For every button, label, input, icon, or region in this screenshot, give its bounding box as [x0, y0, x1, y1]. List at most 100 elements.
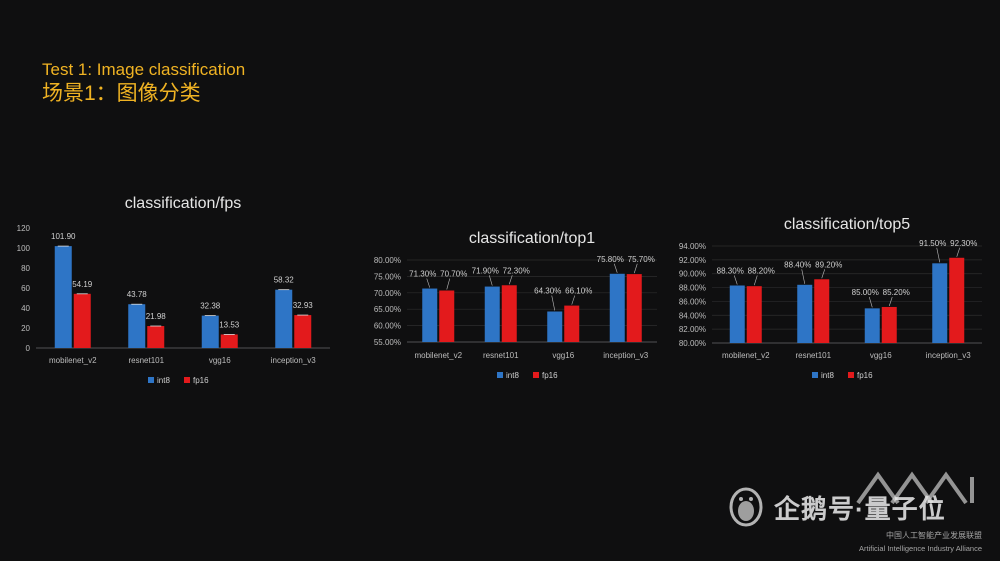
y-tick-label: 80: [21, 264, 30, 273]
y-tick-label: 120: [17, 224, 31, 233]
bar-fp16: [564, 305, 580, 342]
legend-label-int8: int8: [821, 371, 834, 380]
category-label: inception_v3: [926, 351, 971, 360]
data-label: 85.20%: [883, 288, 910, 297]
bar-int8: [484, 286, 500, 342]
legend-swatch-fp16: [848, 372, 854, 378]
label-leader: [733, 275, 738, 285]
data-label: 43.78: [127, 290, 148, 299]
category-label: mobilenet_v2: [49, 356, 97, 365]
aiia-logo-icon: [856, 471, 974, 505]
bar-int8: [864, 308, 880, 343]
data-label: 85.00%: [852, 288, 879, 297]
bar-fp16: [814, 279, 830, 343]
category-label: inception_v3: [271, 356, 316, 365]
bar-fp16: [881, 306, 897, 343]
chart-fps: classification/fps 0 20 40 60 80 100 120 mobilen…: [0, 188, 340, 398]
legend-swatch-fp16: [533, 372, 539, 378]
data-label: 71.30%: [409, 270, 436, 279]
bar-int8: [932, 263, 948, 343]
data-label: 75.70%: [628, 255, 655, 264]
label-leader: [508, 275, 513, 285]
bar-fp16: [439, 290, 455, 342]
y-tick-label: 60.00%: [374, 322, 401, 331]
watermark-brand: 企鹅号·量子位: [774, 494, 946, 524]
data-label: 75.80%: [597, 255, 624, 264]
legend-label-int8: int8: [157, 376, 170, 385]
penguin-logo-icon: [729, 487, 763, 527]
data-label: 91.50%: [919, 239, 946, 248]
category-label: mobilenet_v2: [722, 351, 770, 360]
data-label: 101.90: [51, 232, 76, 241]
label-leader: [888, 296, 893, 307]
legend-swatch-int8: [812, 372, 818, 378]
data-label: 32.93: [293, 301, 314, 310]
data-label: 92.30%: [950, 239, 977, 248]
y-tick-label: 60: [21, 284, 30, 293]
y-tick-label: 86.00%: [679, 297, 706, 306]
label-leader: [936, 247, 941, 263]
label-leader: [801, 269, 806, 284]
y-tick-label: 0: [26, 344, 31, 353]
category-label: resnet101: [483, 351, 519, 360]
data-label: 71.90%: [472, 266, 499, 275]
slide-title: Test 1: Image classification 场景1：图像分类: [42, 60, 245, 107]
label-leader: [956, 247, 961, 257]
data-label: 72.30%: [503, 266, 530, 275]
slide-title-en: Test 1: Image classification: [42, 60, 246, 79]
bar-int8: [797, 284, 813, 343]
data-label: 54.19: [72, 280, 93, 289]
bar-fp16: [949, 257, 965, 343]
bar-int8: [201, 315, 219, 348]
legend-swatch-int8: [497, 372, 503, 378]
data-label: 89.20%: [815, 260, 842, 269]
category-label: vgg16: [552, 351, 574, 360]
label-leader: [571, 295, 576, 305]
label-leader: [753, 275, 758, 286]
data-label: 58.32: [274, 276, 295, 285]
bar-fp16: [501, 285, 517, 342]
bar-int8: [609, 273, 625, 342]
chart-title: classification/fps: [125, 195, 242, 212]
y-tick-label: 90.00%: [679, 270, 706, 279]
data-label: 88.20%: [748, 266, 775, 275]
data-label: 70.70%: [440, 270, 467, 279]
y-tick-label: 20: [21, 324, 30, 333]
chart-svg: classification/top1 55.00% 60.00% 65.00% 70.…: [374, 230, 657, 380]
category-label: inception_v3: [603, 351, 648, 360]
y-tick-label: 100: [17, 244, 31, 253]
category-label: mobilenet_v2: [414, 351, 462, 360]
y-tick-label: 94.00%: [679, 242, 706, 251]
bar-int8: [547, 311, 563, 342]
label-leader: [633, 263, 638, 274]
bar-fp16: [220, 334, 238, 348]
y-tick-label: 80.00%: [679, 339, 706, 348]
data-label: 21.98: [146, 312, 167, 321]
legend-label-fp16: fp16: [542, 371, 558, 380]
y-tick-label: 92.00%: [679, 256, 706, 265]
label-leader: [551, 295, 556, 311]
bar-int8: [275, 289, 293, 348]
y-tick-label: 75.00%: [374, 272, 401, 281]
legend-swatch-fp16: [184, 377, 190, 383]
category-label: resnet101: [128, 356, 164, 365]
data-label: 64.30%: [534, 287, 561, 296]
bar-fp16: [746, 286, 762, 343]
y-tick-label: 82.00%: [679, 325, 706, 334]
y-tick-label: 88.00%: [679, 284, 706, 293]
bar-int8: [422, 288, 438, 342]
data-label: 66.10%: [565, 287, 592, 296]
watermark-alliance-en: Artificial Intelligence Industry Allianc…: [859, 544, 982, 553]
bar-int8: [128, 304, 146, 348]
label-leader: [613, 263, 618, 273]
watermark-alliance-zh: 中国人工智能产业发展联盟: [886, 531, 982, 540]
legend-label-fp16: fp16: [193, 376, 209, 385]
y-tick-label: 70.00%: [374, 289, 401, 298]
bar-fp16: [294, 315, 312, 348]
y-tick-label: 65.00%: [374, 305, 401, 314]
bar-fp16: [626, 274, 642, 342]
category-label: vgg16: [209, 356, 231, 365]
y-tick-label: 84.00%: [679, 311, 706, 320]
chart-svg: classification/top5 80.00% 82.00% 84.00% 86.…: [679, 216, 982, 380]
data-label: 13.53: [219, 320, 240, 329]
